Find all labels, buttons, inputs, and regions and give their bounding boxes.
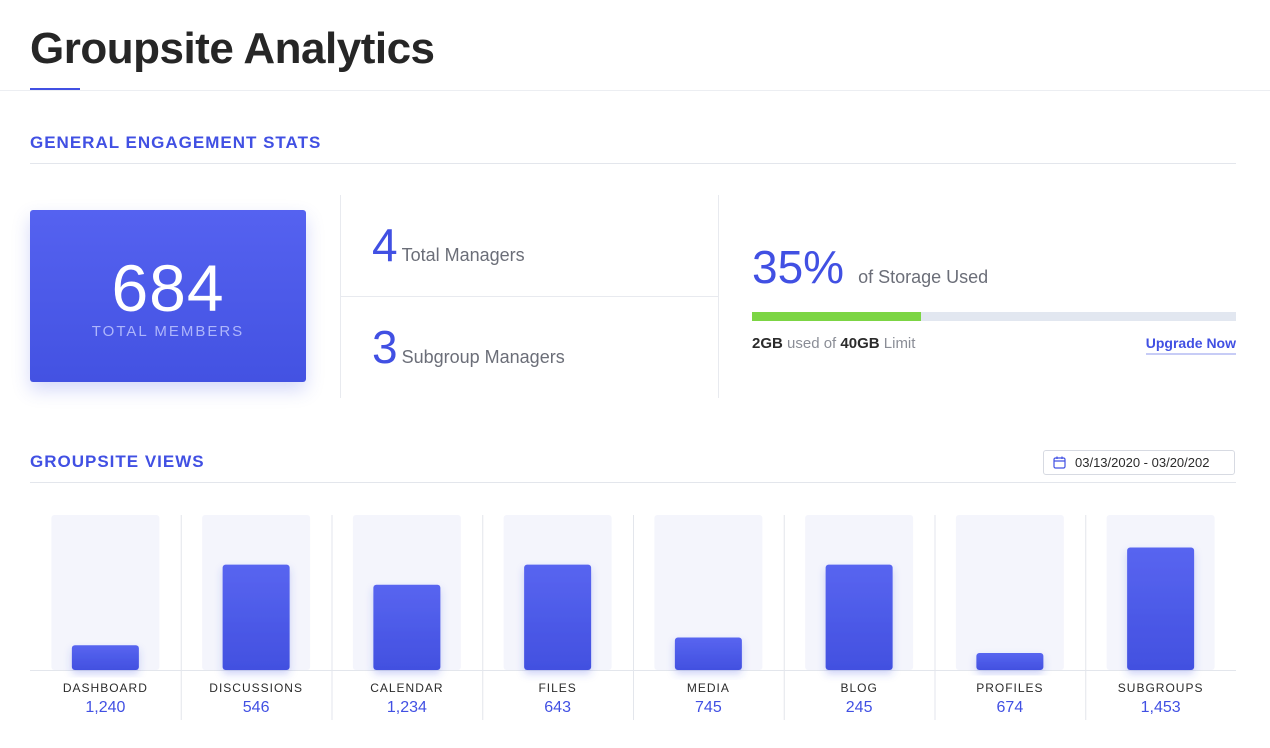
total-members-count: 684 — [111, 251, 225, 325]
total-members-card: 684 TOTAL MEMBERS — [30, 210, 306, 382]
bar-value-label: 643 — [544, 699, 571, 716]
storage-detail: 2GB used of 40GB Limit — [752, 335, 915, 352]
storage-stat: 35% of Storage Used — [752, 240, 988, 294]
engagement-heading: GENERAL ENGAGEMENT STATS — [30, 133, 322, 152]
date-range-picker[interactable]: 03/13/2020 - 03/20/202 — [1043, 450, 1235, 475]
subgroup-managers-label: Subgroup Managers — [401, 347, 565, 367]
storage-percent: 35% — [752, 241, 845, 293]
stats-divider-middle — [340, 296, 718, 297]
views-chart-svg — [30, 515, 1236, 720]
bar-column-blog: BLOG 245 — [784, 505, 935, 720]
bar-column-dashboard: DASHBOARD 1,240 — [30, 505, 181, 720]
bar-category-label: PROFILES — [976, 681, 1044, 695]
storage-limit: 40GB — [840, 335, 880, 352]
storage-used-suffix: used of — [787, 335, 837, 352]
bar-category-label: DISCUSSIONS — [209, 681, 303, 695]
views-divider — [30, 482, 1236, 483]
subgroup-managers-count: 3 — [372, 321, 398, 373]
bar-track — [955, 515, 1064, 670]
bar-discussions — [222, 564, 290, 670]
bar-value-label: 674 — [996, 699, 1024, 716]
bar-category-label: BLOG — [840, 681, 878, 695]
bar-track — [654, 515, 763, 670]
bar-column-media: MEDIA 745 — [633, 505, 784, 720]
upgrade-now-link[interactable]: Upgrade Now — [1145, 335, 1236, 355]
header-divider — [0, 90, 1270, 91]
page-title: Groupsite Analytics — [30, 24, 435, 73]
total-members-label: TOTAL MEMBERS — [91, 323, 245, 340]
title-underline — [30, 88, 80, 91]
storage-limit-suffix: Limit — [883, 335, 916, 352]
total-managers-label: Total Managers — [401, 245, 525, 265]
bar-subgroups — [1127, 547, 1195, 670]
storage-progress-bar — [752, 312, 1236, 321]
bar-category-label: CALENDAR — [370, 681, 444, 695]
storage-progress-fill — [752, 312, 922, 321]
bar-value-label: 745 — [695, 699, 722, 716]
date-range-text: 03/13/2020 - 03/20/202 — [1075, 455, 1210, 470]
bar-value-label: 1,240 — [85, 699, 126, 716]
bar-profiles — [976, 652, 1044, 670]
calendar-icon — [1053, 456, 1066, 469]
stats-divider-right — [718, 195, 719, 398]
bar-column-discussions: DISCUSSIONS 546 — [181, 505, 332, 720]
storage-used: 2GB — [752, 335, 783, 352]
total-managers-count: 4 — [372, 219, 398, 271]
bar-category-label: SUBGROUPS — [1117, 681, 1204, 695]
subgroup-managers-stat: 3 Subgroup Managers — [372, 320, 565, 374]
bar-dashboard — [71, 645, 139, 670]
bar-value-label: 1,234 — [386, 699, 427, 716]
bar-category-label: FILES — [538, 681, 577, 695]
bar-column-profiles: PROFILES 674 — [935, 505, 1086, 720]
storage-label: of Storage Used — [858, 267, 989, 287]
bar-blog — [825, 564, 893, 670]
bar-column-calendar: CALENDAR 1,234 — [332, 505, 483, 720]
bar-category-label: DASHBOARD — [62, 681, 148, 695]
bar-value-label: 1,453 — [1140, 699, 1181, 716]
views-heading: GROUPSITE VIEWS — [30, 452, 205, 471]
bar-value-label: 245 — [845, 699, 873, 716]
bar-files — [524, 564, 592, 670]
bar-category-label: MEDIA — [686, 681, 730, 695]
bar-media — [674, 637, 742, 670]
views-bar-chart: DASHBOARD 1,240 DISCUSSIONS 546 CALENDAR 1,23… — [30, 505, 1236, 720]
bar-column-subgroups: SUBGROUPS 1,453 — [1085, 505, 1236, 720]
bar-calendar — [373, 584, 441, 670]
bar-value-label: 546 — [242, 699, 270, 716]
bar-track — [51, 515, 160, 670]
bar-column-files: FILES 643 — [482, 505, 633, 720]
engagement-divider — [30, 163, 1236, 164]
total-managers-stat: 4 Total Managers — [372, 218, 525, 272]
